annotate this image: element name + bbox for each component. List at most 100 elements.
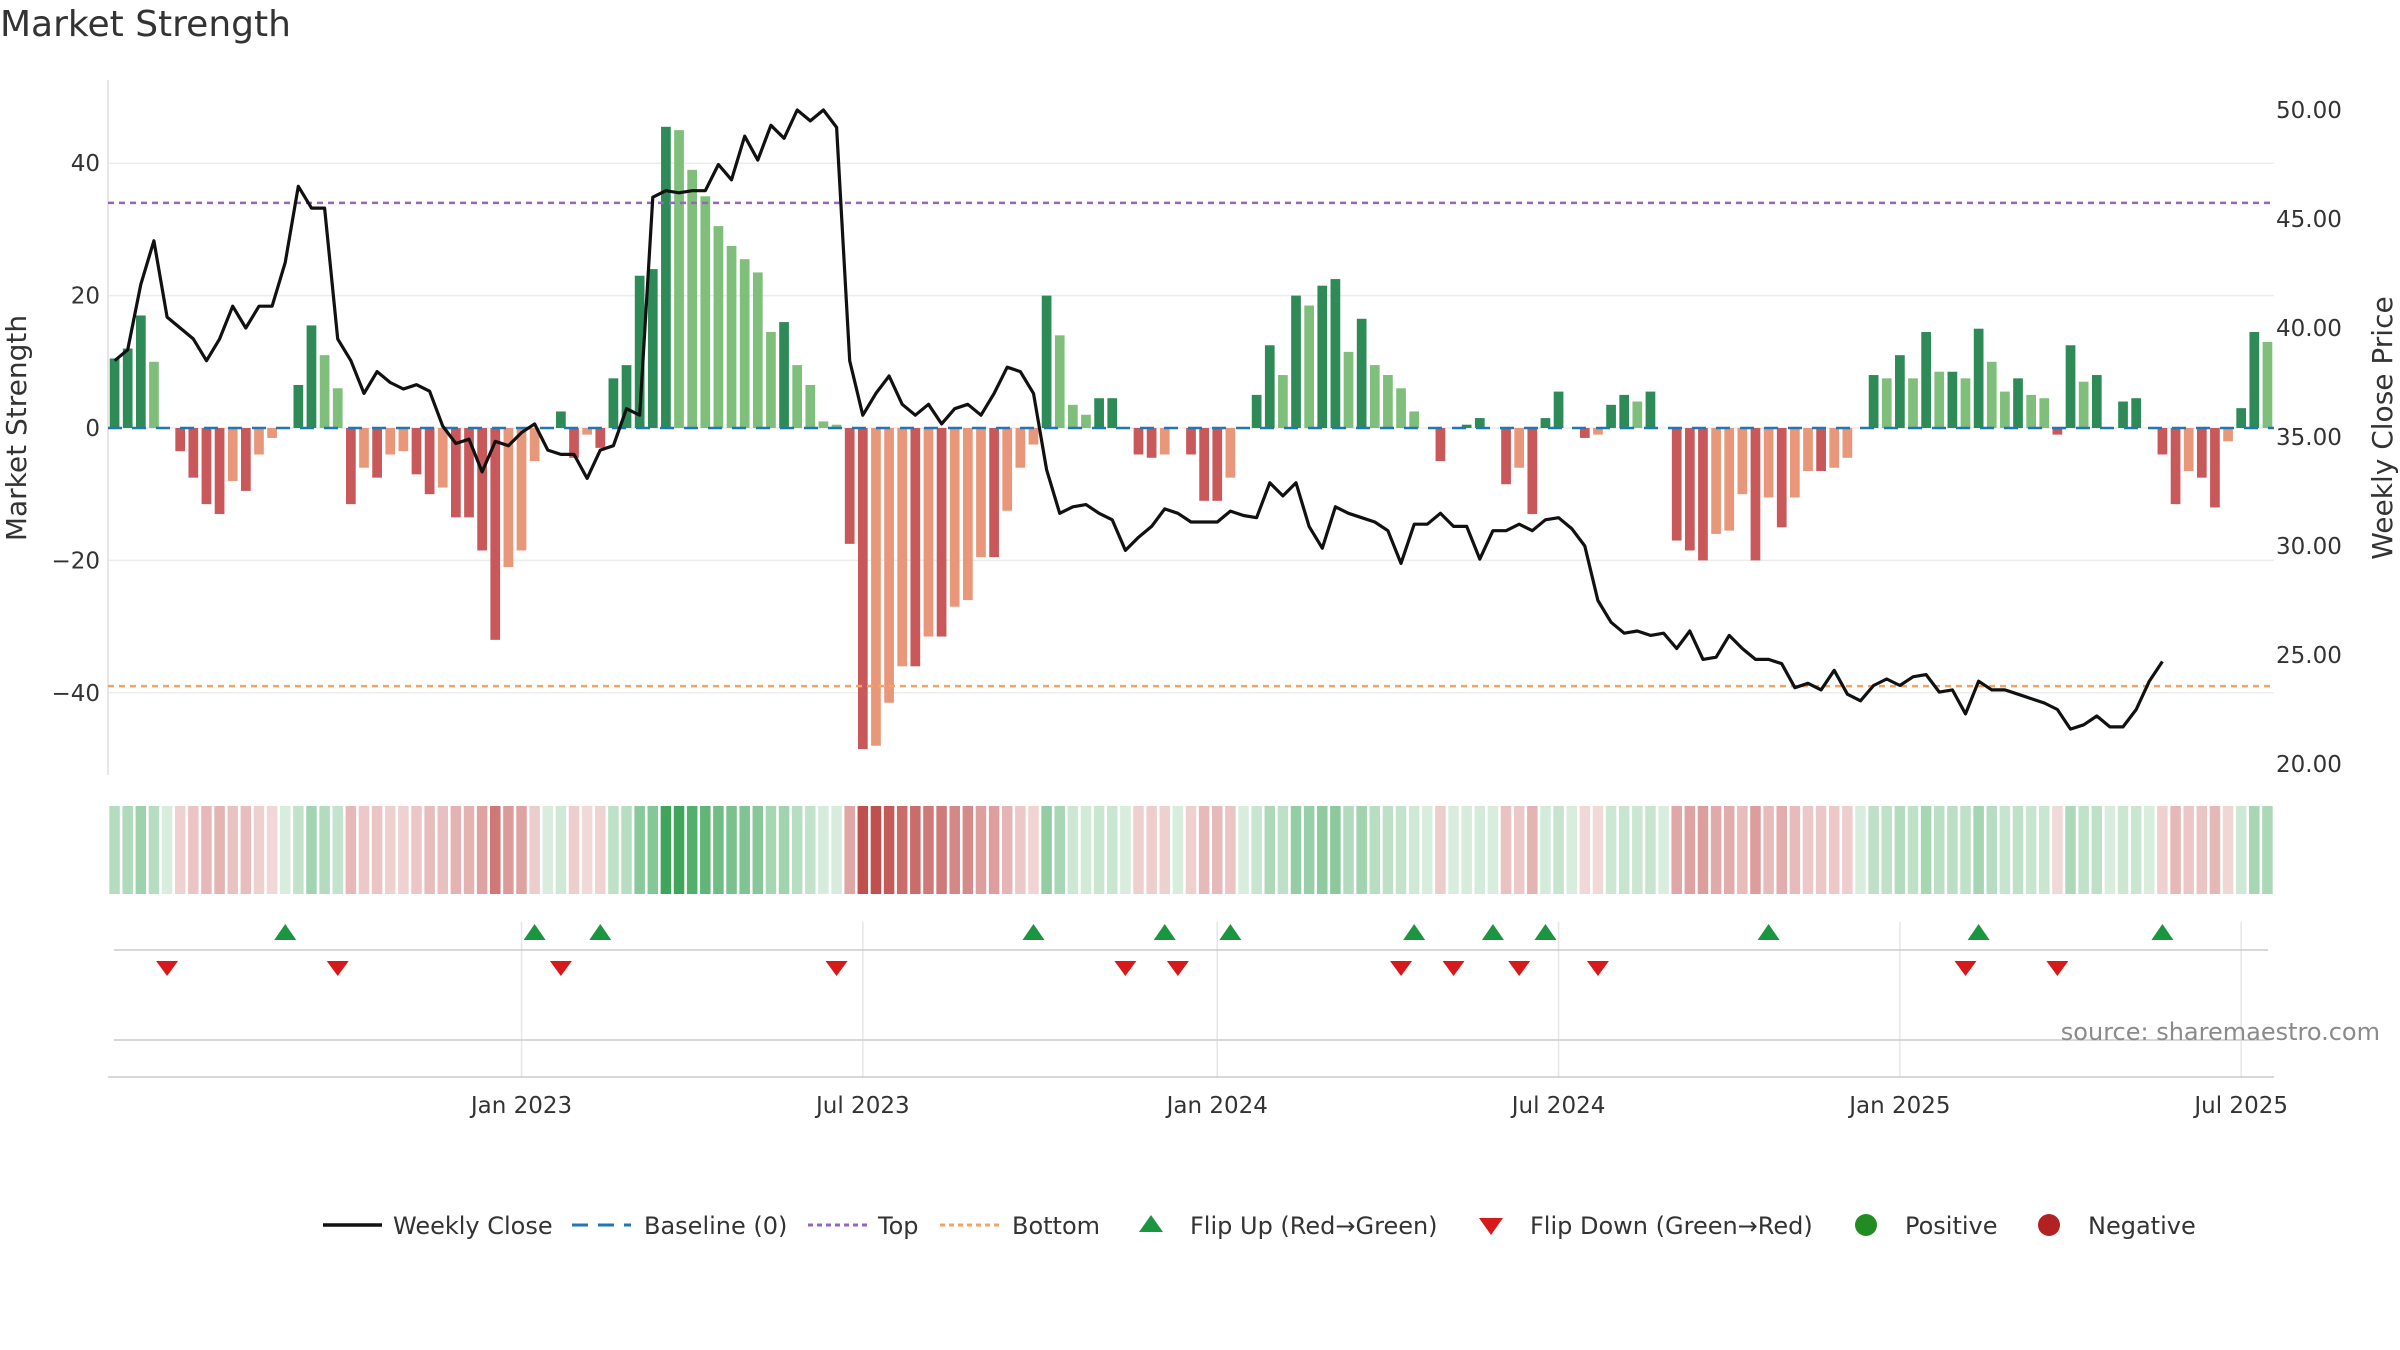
heat-cell [1750, 806, 1761, 894]
heat-cell [1671, 806, 1682, 894]
heat-cell [844, 806, 855, 894]
strength-bar [923, 428, 934, 637]
heat-cell [1093, 806, 1105, 894]
heat-cell [2235, 806, 2247, 894]
heat-cell [2183, 806, 2194, 894]
heat-cell [214, 806, 225, 894]
heat-cell [2196, 806, 2208, 894]
y-tick-right: 40.00 [2276, 316, 2342, 342]
heat-cell [1842, 806, 1853, 894]
strength-bar [1711, 428, 1721, 534]
strength-bar [1684, 428, 1695, 551]
strength-heat-strip [109, 806, 2273, 894]
strength-bar [1776, 428, 1787, 528]
y-tick-left: 0 [85, 416, 100, 442]
strength-bar [1133, 428, 1144, 455]
heat-cell [148, 806, 160, 894]
heat-cell [1369, 806, 1381, 894]
strength-bar [1593, 428, 1603, 435]
heat-cell [174, 806, 186, 894]
heat-cell [936, 806, 947, 894]
heat-cell [1422, 806, 1433, 894]
flip-down-marker [1114, 961, 1137, 976]
y-tick-right: 50.00 [2276, 98, 2342, 124]
heat-cell [1172, 806, 1184, 894]
strength-bar [1317, 285, 1328, 428]
flip-up-marker [2151, 924, 2174, 940]
strength-bar [1343, 351, 1354, 428]
strength-bar [1225, 428, 1236, 478]
heat-cell [1658, 806, 1669, 894]
heat-cell [568, 806, 580, 894]
strength-bar [1803, 428, 1813, 472]
heat-cell [1290, 806, 1302, 894]
strength-bar [1632, 401, 1643, 428]
strength-bar [1107, 398, 1118, 428]
heat-cell [1500, 806, 1512, 894]
legend-swatch-triangle-down [1479, 1218, 1503, 1235]
heat-cell [1395, 806, 1407, 894]
heat-cell [595, 806, 606, 894]
strength-bar [634, 275, 645, 428]
strength-bar [359, 428, 369, 468]
strength-bar [437, 428, 448, 488]
heat-cell [883, 806, 895, 894]
strength-bar [1396, 388, 1406, 428]
strength-bar [1409, 411, 1420, 428]
legend-label: Positive [1905, 1212, 1998, 1240]
flip-up-marker [1534, 924, 1557, 940]
strength-bar [1251, 394, 1262, 428]
heat-cell [2170, 806, 2181, 894]
heat-cell [2039, 806, 2050, 894]
strength-bar [529, 428, 540, 462]
heat-cell [686, 806, 698, 894]
heat-cell [1776, 806, 1787, 894]
heat-cell [949, 806, 960, 894]
heat-cell [923, 806, 934, 894]
strength-bar [1435, 428, 1446, 462]
strength-bar [1330, 279, 1341, 428]
strength-bar [805, 384, 816, 428]
strength-bar [1763, 428, 1774, 498]
legend-item-weekly-close: Weekly Close [323, 1212, 553, 1240]
legend-label: Top [877, 1212, 919, 1240]
strength-bar [1816, 428, 1826, 472]
heat-cell [1198, 806, 1210, 894]
strength-bar [1264, 345, 1275, 428]
heat-cell [1645, 806, 1656, 894]
strength-bar [451, 428, 461, 518]
heat-cell [818, 806, 829, 894]
heat-cell [490, 806, 501, 894]
heat-cell [2052, 806, 2063, 894]
strength-bar [1081, 414, 1091, 428]
flip-down-marker [156, 961, 179, 976]
flip-up-marker [1757, 924, 1780, 940]
heat-cell [1540, 806, 1551, 894]
heat-cell [2117, 806, 2129, 894]
heat-cell [1382, 806, 1394, 894]
strength-bar [2078, 381, 2089, 428]
source-credit: source: sharemaestro.com [2061, 1018, 2380, 1046]
strength-bar [647, 269, 658, 428]
heat-cell [910, 806, 921, 894]
strength-bar [1606, 404, 1616, 428]
strength-bar [398, 428, 409, 452]
heat-cell [1356, 806, 1367, 894]
strength-bar [135, 315, 146, 428]
strength-bar [503, 428, 514, 568]
strength-bar [1527, 428, 1538, 515]
strength-bar [2183, 428, 2194, 472]
strength-bar [2039, 398, 2050, 428]
heat-cell [240, 806, 252, 894]
flip-up-marker [1403, 924, 1426, 940]
heat-cell [1513, 806, 1525, 894]
strength-bar [1501, 428, 1511, 485]
legend-label: Baseline (0) [644, 1212, 787, 1240]
strength-bar [1304, 305, 1315, 428]
heat-cell [739, 806, 750, 894]
y-tick-right: 20.00 [2276, 752, 2342, 778]
strength-bar [897, 428, 908, 667]
strength-bar [687, 169, 698, 428]
heat-cell [1264, 806, 1276, 894]
strength-bar [2170, 428, 2181, 505]
